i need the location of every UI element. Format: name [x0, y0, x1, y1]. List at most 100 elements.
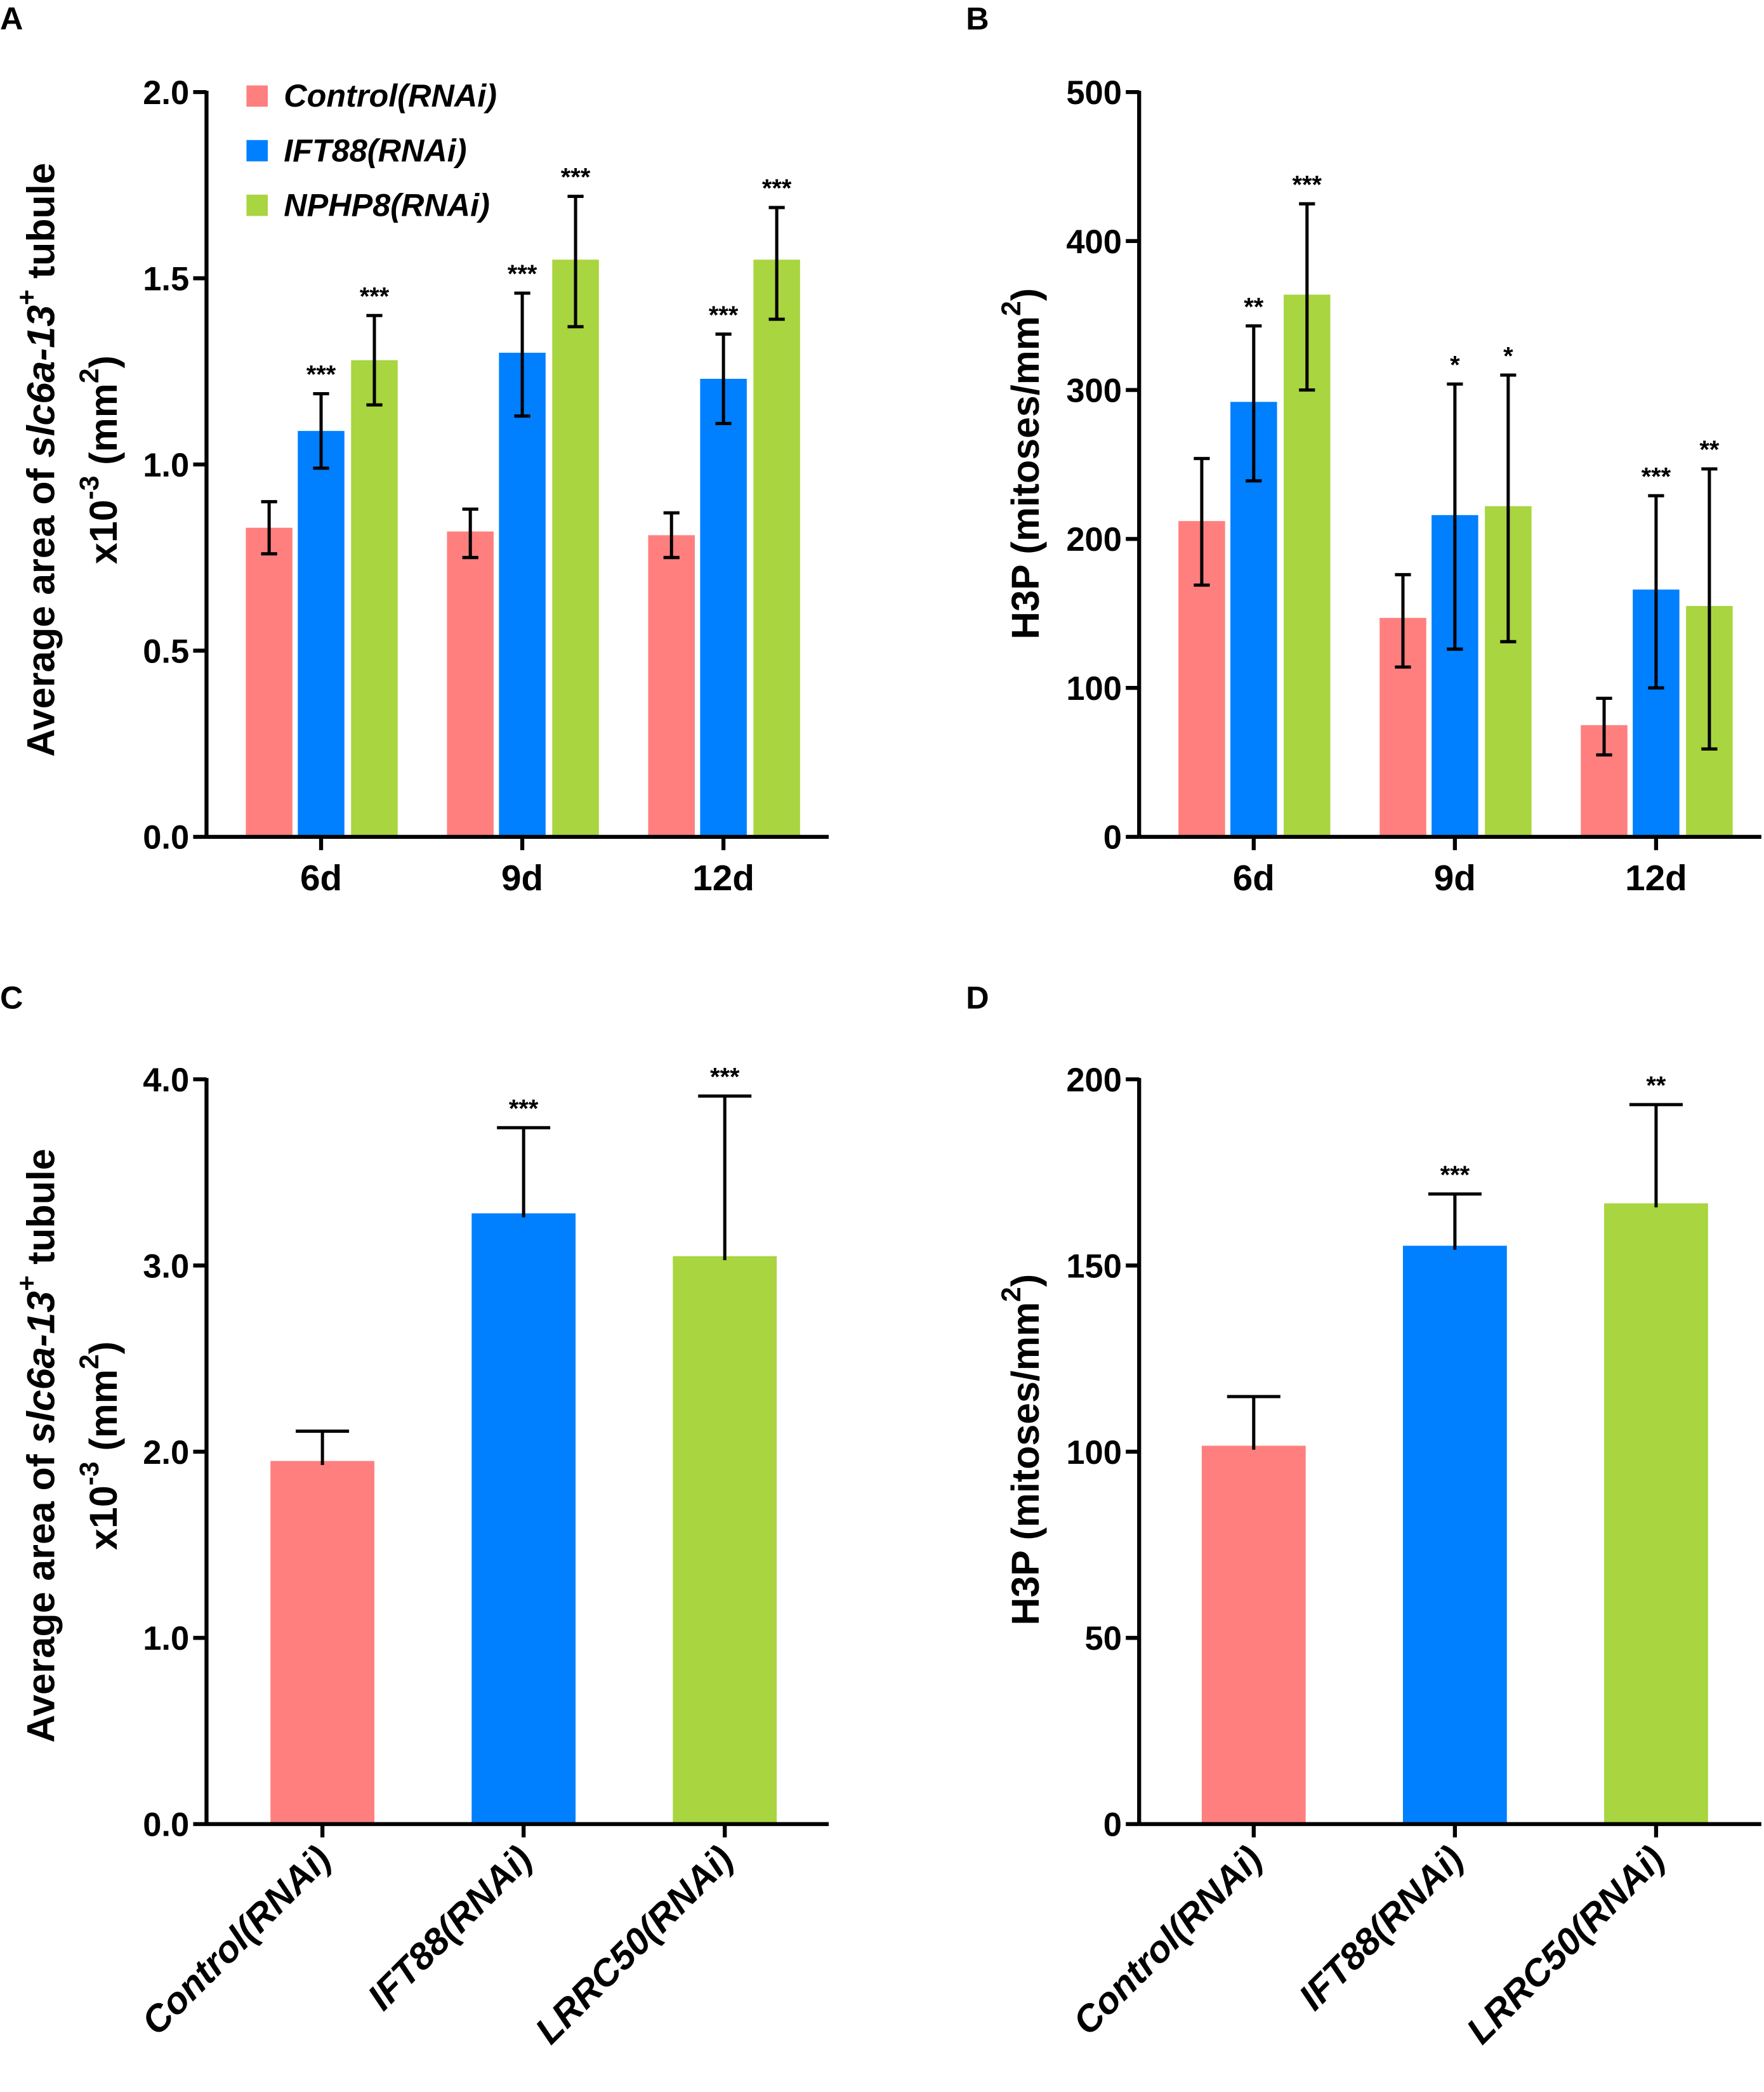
y-tick-label: 200 — [1066, 521, 1122, 558]
y-tick-label: 0.0 — [143, 819, 189, 857]
label-segment: x10 — [82, 500, 125, 565]
x-tick-label: IFT88(RNAi) — [1291, 1838, 1471, 2018]
label-segment: tubule — [19, 163, 62, 290]
label-segment: ) — [82, 355, 125, 368]
bar — [298, 431, 345, 837]
bar — [1604, 1203, 1708, 1824]
label-segment: slc6a-13 — [19, 305, 62, 457]
bar — [1402, 1246, 1507, 1824]
y-tick-label: 0 — [1103, 819, 1122, 857]
label-segment: 2 — [74, 368, 105, 383]
significance-label: *** — [306, 361, 336, 389]
significance-label: *** — [1440, 1161, 1470, 1189]
y-tick-label: 400 — [1066, 223, 1122, 261]
bar — [351, 360, 398, 837]
panel-label: B — [966, 0, 989, 36]
bar — [471, 1213, 576, 1824]
y-tick-label: 150 — [1066, 1247, 1122, 1285]
y-axis-label: Average area of slc6a-13+ tubule — [12, 163, 63, 757]
y-axis-label: x10-3 (mm2) — [74, 1341, 125, 1550]
significance-label: *** — [1642, 463, 1671, 490]
label-segment: -3 — [74, 1461, 105, 1485]
y-tick-label: 1.0 — [143, 1620, 189, 1657]
bar — [552, 260, 599, 837]
label-segment: + — [12, 1275, 43, 1291]
label-segment: slc6a-13 — [19, 1291, 62, 1444]
y-tick-label: 1.0 — [143, 447, 189, 484]
x-tick-label: LRRC50(RNAi) — [1459, 1838, 1673, 2052]
label-segment: 2 — [74, 1354, 105, 1369]
x-tick-label: IFT88(RNAi) — [360, 1838, 540, 2018]
label-segment: (mm — [82, 1369, 125, 1461]
label-segment: (mm — [82, 383, 125, 475]
significance-label: *** — [1293, 171, 1322, 199]
y-tick-label: 1.5 — [143, 260, 189, 298]
legend-swatch — [246, 194, 268, 216]
label-segment: ) — [1004, 288, 1047, 301]
y-axis-label: H3P (mitoses/mm2) — [996, 1274, 1047, 1626]
bar — [648, 535, 695, 837]
significance-label: * — [1450, 351, 1460, 379]
significance-label: *** — [360, 282, 390, 310]
x-tick-label: 9d — [501, 859, 543, 898]
bar — [1201, 1445, 1306, 1824]
y-tick-label: 300 — [1066, 372, 1122, 410]
label-segment: Average area of — [19, 457, 62, 756]
label-segment: + — [12, 289, 43, 305]
label-segment: -3 — [74, 476, 105, 500]
label-segment: tubule — [19, 1148, 62, 1275]
panel-label: A — [0, 0, 23, 36]
legend-label: IFT88(RNAi) — [284, 132, 466, 168]
label-segment: 2 — [996, 301, 1027, 316]
bar — [447, 531, 494, 837]
legend: Control(RNAi) IFT88(RNAi) NPHP8(RNAi) — [246, 77, 497, 223]
y-tick-label: 100 — [1066, 1434, 1122, 1471]
x-tick-label: 6d — [1233, 859, 1275, 898]
bar — [270, 1461, 375, 1824]
significance-label: ** — [1699, 436, 1720, 464]
legend-label: NPHP8(RNAi) — [284, 187, 490, 223]
label-segment: Average area of — [19, 1444, 62, 1742]
y-tick-label: 3.0 — [143, 1247, 189, 1285]
label-segment: ) — [82, 1341, 125, 1354]
x-tick-label: 6d — [300, 859, 342, 898]
bar — [753, 260, 800, 837]
y-axis-label: H3P (mitoses/mm2) — [996, 288, 1047, 640]
significance-label: ** — [1646, 1072, 1666, 1100]
significance-label: * — [1503, 342, 1513, 370]
label-segment: 2 — [996, 1287, 1027, 1302]
y-tick-label: 50 — [1085, 1620, 1122, 1657]
x-tick-label: LRRC50(RNAi) — [527, 1838, 741, 2052]
bar — [499, 352, 546, 837]
significance-label: ** — [1244, 293, 1264, 321]
significance-label: *** — [561, 164, 591, 192]
bar — [246, 527, 293, 837]
x-tick-label: Control(RNAi) — [1065, 1838, 1270, 2043]
legend-swatch — [246, 140, 268, 162]
significance-label: *** — [709, 301, 739, 329]
x-tick-label: 12d — [1625, 859, 1687, 898]
y-tick-label: 0.0 — [143, 1806, 189, 1844]
significance-label: *** — [762, 174, 792, 202]
y-tick-label: 500 — [1066, 74, 1122, 112]
y-tick-label: 0 — [1103, 1806, 1122, 1844]
y-axis-label: x10-3 (mm2) — [74, 355, 125, 564]
y-tick-label: 200 — [1066, 1062, 1122, 1099]
label-segment: H3P (mitoses/mm — [1004, 1302, 1047, 1626]
panel-label: C — [0, 980, 23, 1016]
y-axis-label: Average area of slc6a-13+ tubule — [12, 1148, 63, 1742]
legend-label: Control(RNAi) — [284, 77, 497, 114]
bar — [673, 1256, 777, 1824]
y-tick-label: 2.0 — [143, 74, 189, 112]
bar — [700, 379, 747, 837]
significance-label: *** — [710, 1063, 740, 1091]
x-tick-label: 9d — [1434, 859, 1476, 898]
panel-label: D — [966, 980, 989, 1016]
y-tick-label: 2.0 — [143, 1434, 189, 1471]
significance-label: *** — [509, 1095, 539, 1122]
